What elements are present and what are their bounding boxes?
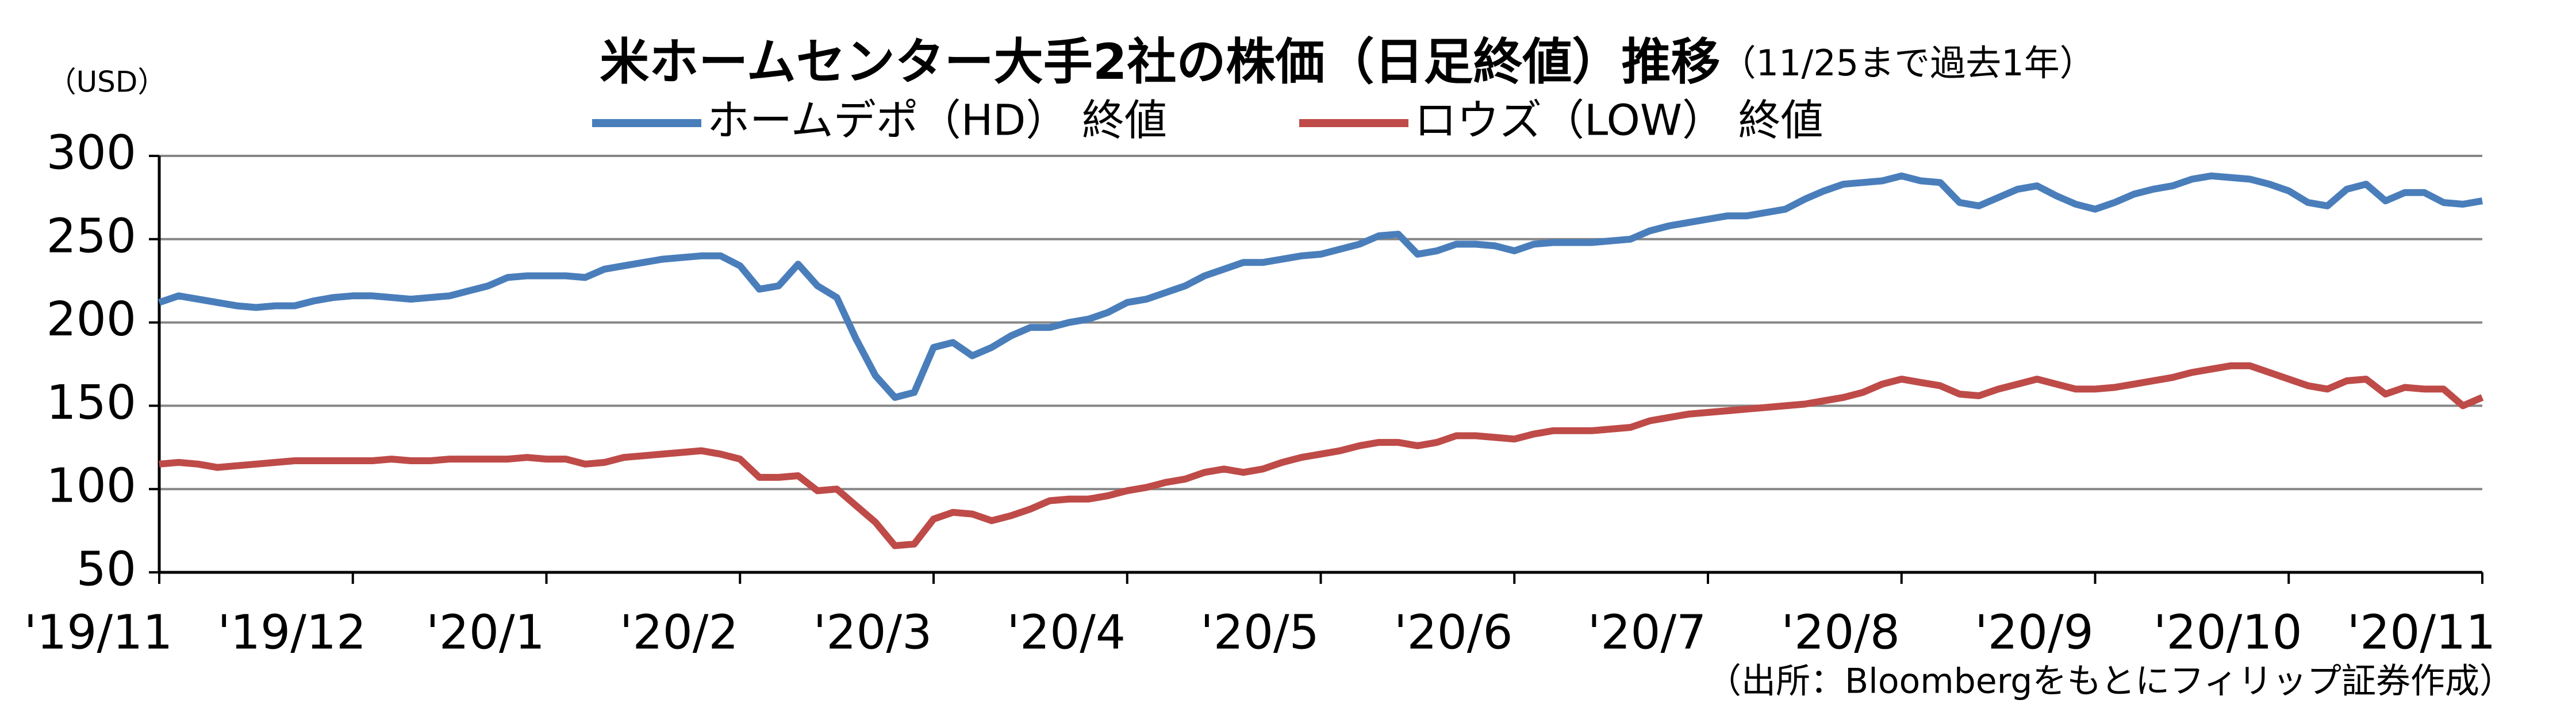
legend-label: ロウズ（LOW） 終値 xyxy=(1414,96,1823,146)
x-tick-label: '20/8 xyxy=(1781,605,1900,660)
x-tick-label: '20/2 xyxy=(620,605,739,660)
x-tick-label: '20/3 xyxy=(813,605,932,660)
y-axis-label: （USD） xyxy=(48,66,167,99)
y-tick-label: 50 xyxy=(76,542,136,597)
subtitle: （11/25まで過去1年） xyxy=(1721,42,2095,84)
x-tick-label: '20/11 xyxy=(2347,605,2496,660)
x-tick-label: '20/10 xyxy=(2153,605,2302,660)
y-tick-label: 250 xyxy=(46,209,136,263)
y-tick-label: 300 xyxy=(46,125,136,180)
y-tick-label: 200 xyxy=(46,292,136,347)
x-tick-label: '20/5 xyxy=(1200,605,1319,660)
source-note: （出所：Bloombergをもとにフィリップ証券作成） xyxy=(1707,662,2514,702)
series-line xyxy=(159,362,2484,549)
x-tick-label: '20/6 xyxy=(1394,605,1513,660)
chart-title: 米ホームセンター大手2社の株価（日足終値）推移（11/25まで過去1年） xyxy=(600,33,2095,91)
x-tick-label: '20/4 xyxy=(1007,605,1126,660)
series-line xyxy=(158,172,2483,401)
x-tick-label: '20/1 xyxy=(426,605,545,660)
y-tick-label: 100 xyxy=(46,459,136,514)
x-tick-label: '20/7 xyxy=(1588,605,1707,660)
x-tick-label: '19/11 xyxy=(24,605,173,660)
title: 米ホームセンター大手2社の株価（日足終値）推移 xyxy=(600,33,1720,91)
y-tick-label: 150 xyxy=(46,376,136,430)
x-tick-label: '20/9 xyxy=(1975,605,2094,660)
x-tick-label: '19/12 xyxy=(217,605,366,660)
legend-label: ホームデポ（HD） 終値 xyxy=(707,96,1167,146)
